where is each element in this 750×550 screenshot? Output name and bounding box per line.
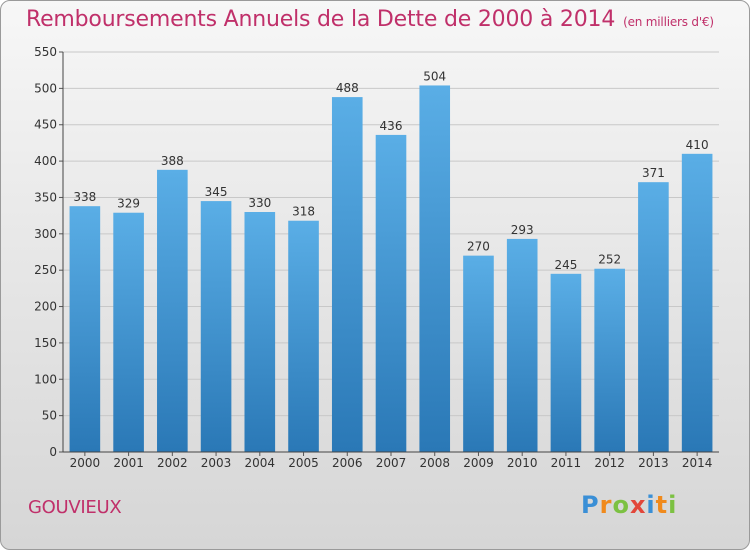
x-tick-label: 2007 (376, 456, 407, 470)
x-tick-label: 2002 (157, 456, 188, 470)
logo-letter: r (599, 491, 613, 519)
proxiti-logo[interactable]: Proxiti (581, 491, 677, 519)
bar-2011 (550, 273, 582, 452)
logo-letter: i (646, 491, 656, 519)
value-label: 436 (380, 119, 403, 133)
commune-name: GOUVIEUX (28, 497, 122, 518)
x-tick-label: 2006 (332, 456, 363, 470)
value-label: 338 (73, 190, 96, 204)
y-tick-label: 500 (34, 81, 57, 95)
x-tick-label: 2004 (245, 456, 276, 470)
value-label: 488 (336, 81, 359, 95)
bar-2003 (200, 201, 232, 452)
x-tick-label: 2010 (507, 456, 538, 470)
logo-letter: o (612, 491, 630, 519)
value-label: 318 (292, 205, 315, 219)
y-tick-label: 550 (34, 45, 57, 59)
bar-2013 (638, 182, 669, 452)
bar-2001 (113, 212, 144, 452)
chart-title: Remboursements Annuels de la Dette de 20… (26, 7, 714, 32)
bar-2010 (506, 238, 538, 452)
bar-2005 (288, 220, 319, 452)
logo-letter: i (668, 491, 678, 519)
x-tick-label: 2012 (594, 456, 625, 470)
bar-2002 (157, 169, 188, 452)
y-tick-label: 350 (34, 190, 57, 204)
y-tick-label: 400 (34, 154, 57, 168)
logo-letter: P (581, 491, 600, 519)
value-label: 371 (642, 166, 665, 180)
bar-2014 (681, 153, 713, 452)
bar-2009 (463, 255, 494, 452)
x-tick-label: 2009 (463, 456, 494, 470)
x-tick-label: 2005 (288, 456, 319, 470)
value-label: 329 (117, 197, 140, 211)
bar-2012 (594, 268, 625, 452)
logo-letter: t (655, 491, 669, 519)
y-tick-label: 250 (34, 263, 57, 277)
value-label: 504 (423, 69, 446, 83)
y-tick-label: 0 (49, 445, 57, 459)
value-label: 270 (467, 240, 490, 254)
chart-title-text: Remboursements Annuels de la Dette de 20… (26, 7, 616, 32)
value-label: 388 (161, 154, 184, 168)
axes: 0 50 100 150 200 250 300 350 400 450 500 550 2000 200… (34, 45, 719, 470)
value-label: 410 (686, 138, 709, 152)
bar-2006 (331, 97, 363, 452)
y-tick-label: 200 (34, 300, 57, 314)
bar-2004 (244, 212, 276, 452)
x-tick-label: 2000 (70, 456, 101, 470)
bar-2008 (419, 85, 451, 453)
logo-letter: x (629, 491, 647, 519)
value-label: 345 (205, 185, 228, 199)
value-label: 330 (248, 196, 271, 210)
value-label: 245 (554, 258, 577, 272)
y-tick-label: 450 (34, 118, 57, 132)
value-labels: 338 329 388 345 330 318 488 436 504 270 293 245 252 3… (73, 69, 708, 271)
y-tick-label: 100 (34, 372, 57, 386)
x-tick-label: 2001 (113, 456, 144, 470)
y-tick-label: 50 (42, 409, 57, 423)
x-tick-label: 2011 (551, 456, 582, 470)
bar-2007 (375, 134, 407, 452)
x-tick-label: 2003 (201, 456, 232, 470)
value-label: 293 (511, 223, 534, 237)
value-label: 252 (598, 253, 621, 267)
y-tick-label: 150 (34, 336, 57, 350)
bars (69, 85, 713, 453)
bar-2000 (69, 206, 101, 452)
chart-unit: (en milliers d'€) (623, 15, 714, 29)
x-tick-label: 2008 (419, 456, 450, 470)
x-tick-label: 2014 (682, 456, 713, 470)
x-tick-label: 2013 (638, 456, 669, 470)
y-tick-label: 300 (34, 227, 57, 241)
